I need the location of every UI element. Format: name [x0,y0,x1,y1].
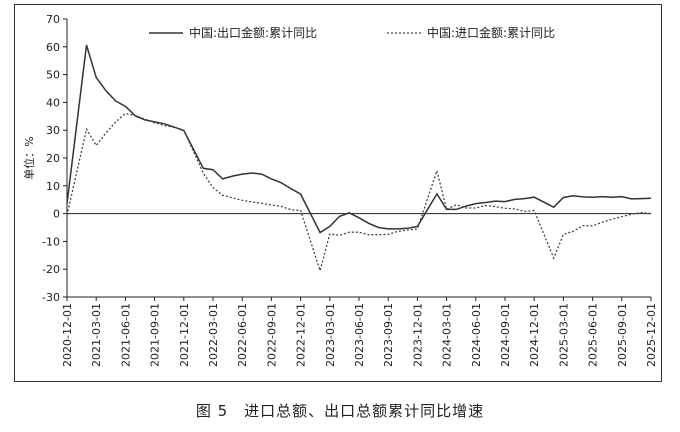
x-tick-label: 2023-03-01 [324,303,337,367]
x-tick-label: 2023-12-01 [411,303,424,367]
y-tick-label: 60 [46,41,60,54]
x-tick-label: 2024-12-01 [528,303,541,367]
y-tick-label: 40 [46,96,60,109]
y-tick-label: 50 [46,69,60,82]
x-tick-label: 2022-12-01 [295,303,308,367]
figure-caption: 图 5 进口总额、出口总额累计同比增速 [195,402,485,420]
x-tick-label: 2023-06-01 [353,303,366,367]
x-tick-label: 2022-09-01 [265,303,278,367]
x-tick-label: 2021-12-01 [178,303,191,367]
y-tick-label: -30 [42,291,60,304]
chart-frame: -30 -20 -10 0 10 20 30 40 50 60 70 单位：% 2020-12-01 20… [14,4,662,382]
y-tick-label: 20 [46,152,60,165]
y-tick-label: 70 [46,13,60,26]
x-tick-label: 2023-09-01 [382,303,395,367]
x-tick-label: 2024-09-01 [499,303,512,367]
y-tick-label: 30 [46,124,60,137]
x-tick-label: 2021-06-01 [119,303,132,367]
x-tick-label: 2025-09-01 [616,303,629,367]
legend-export-label: 中国:出口金额:累计同比 [189,25,317,40]
x-tick-label: 2024-03-01 [441,303,454,367]
y-tick-label: 10 [46,180,60,193]
x-tick-label: 2025-06-01 [587,303,600,367]
x-tick-label: 2021-09-01 [149,303,162,367]
line-chart: -30 -20 -10 0 10 20 30 40 50 60 70 单位：% 2020-12-01 20… [22,13,658,367]
export-series-line [66,44,652,234]
x-tick-label: 2024-06-01 [470,303,483,367]
x-tick-label: 2022-06-01 [236,303,249,367]
y-tick-label: -10 [42,235,60,248]
x-tick-label: 2021-03-01 [90,303,103,367]
y-tick-label: -20 [42,263,60,276]
y-tick-label: 0 [53,208,60,221]
import-series-line [66,112,652,273]
x-tick-label: 2025-03-01 [557,303,570,367]
x-tick-label: 2020-12-01 [61,303,74,367]
x-tick-label: 2022-03-01 [207,303,220,367]
legend-import-label: 中国:进口金额:累计同比 [427,25,555,40]
y-axis-label: 单位：% [22,136,36,179]
x-tick-label: 2025-12-01 [645,303,658,367]
